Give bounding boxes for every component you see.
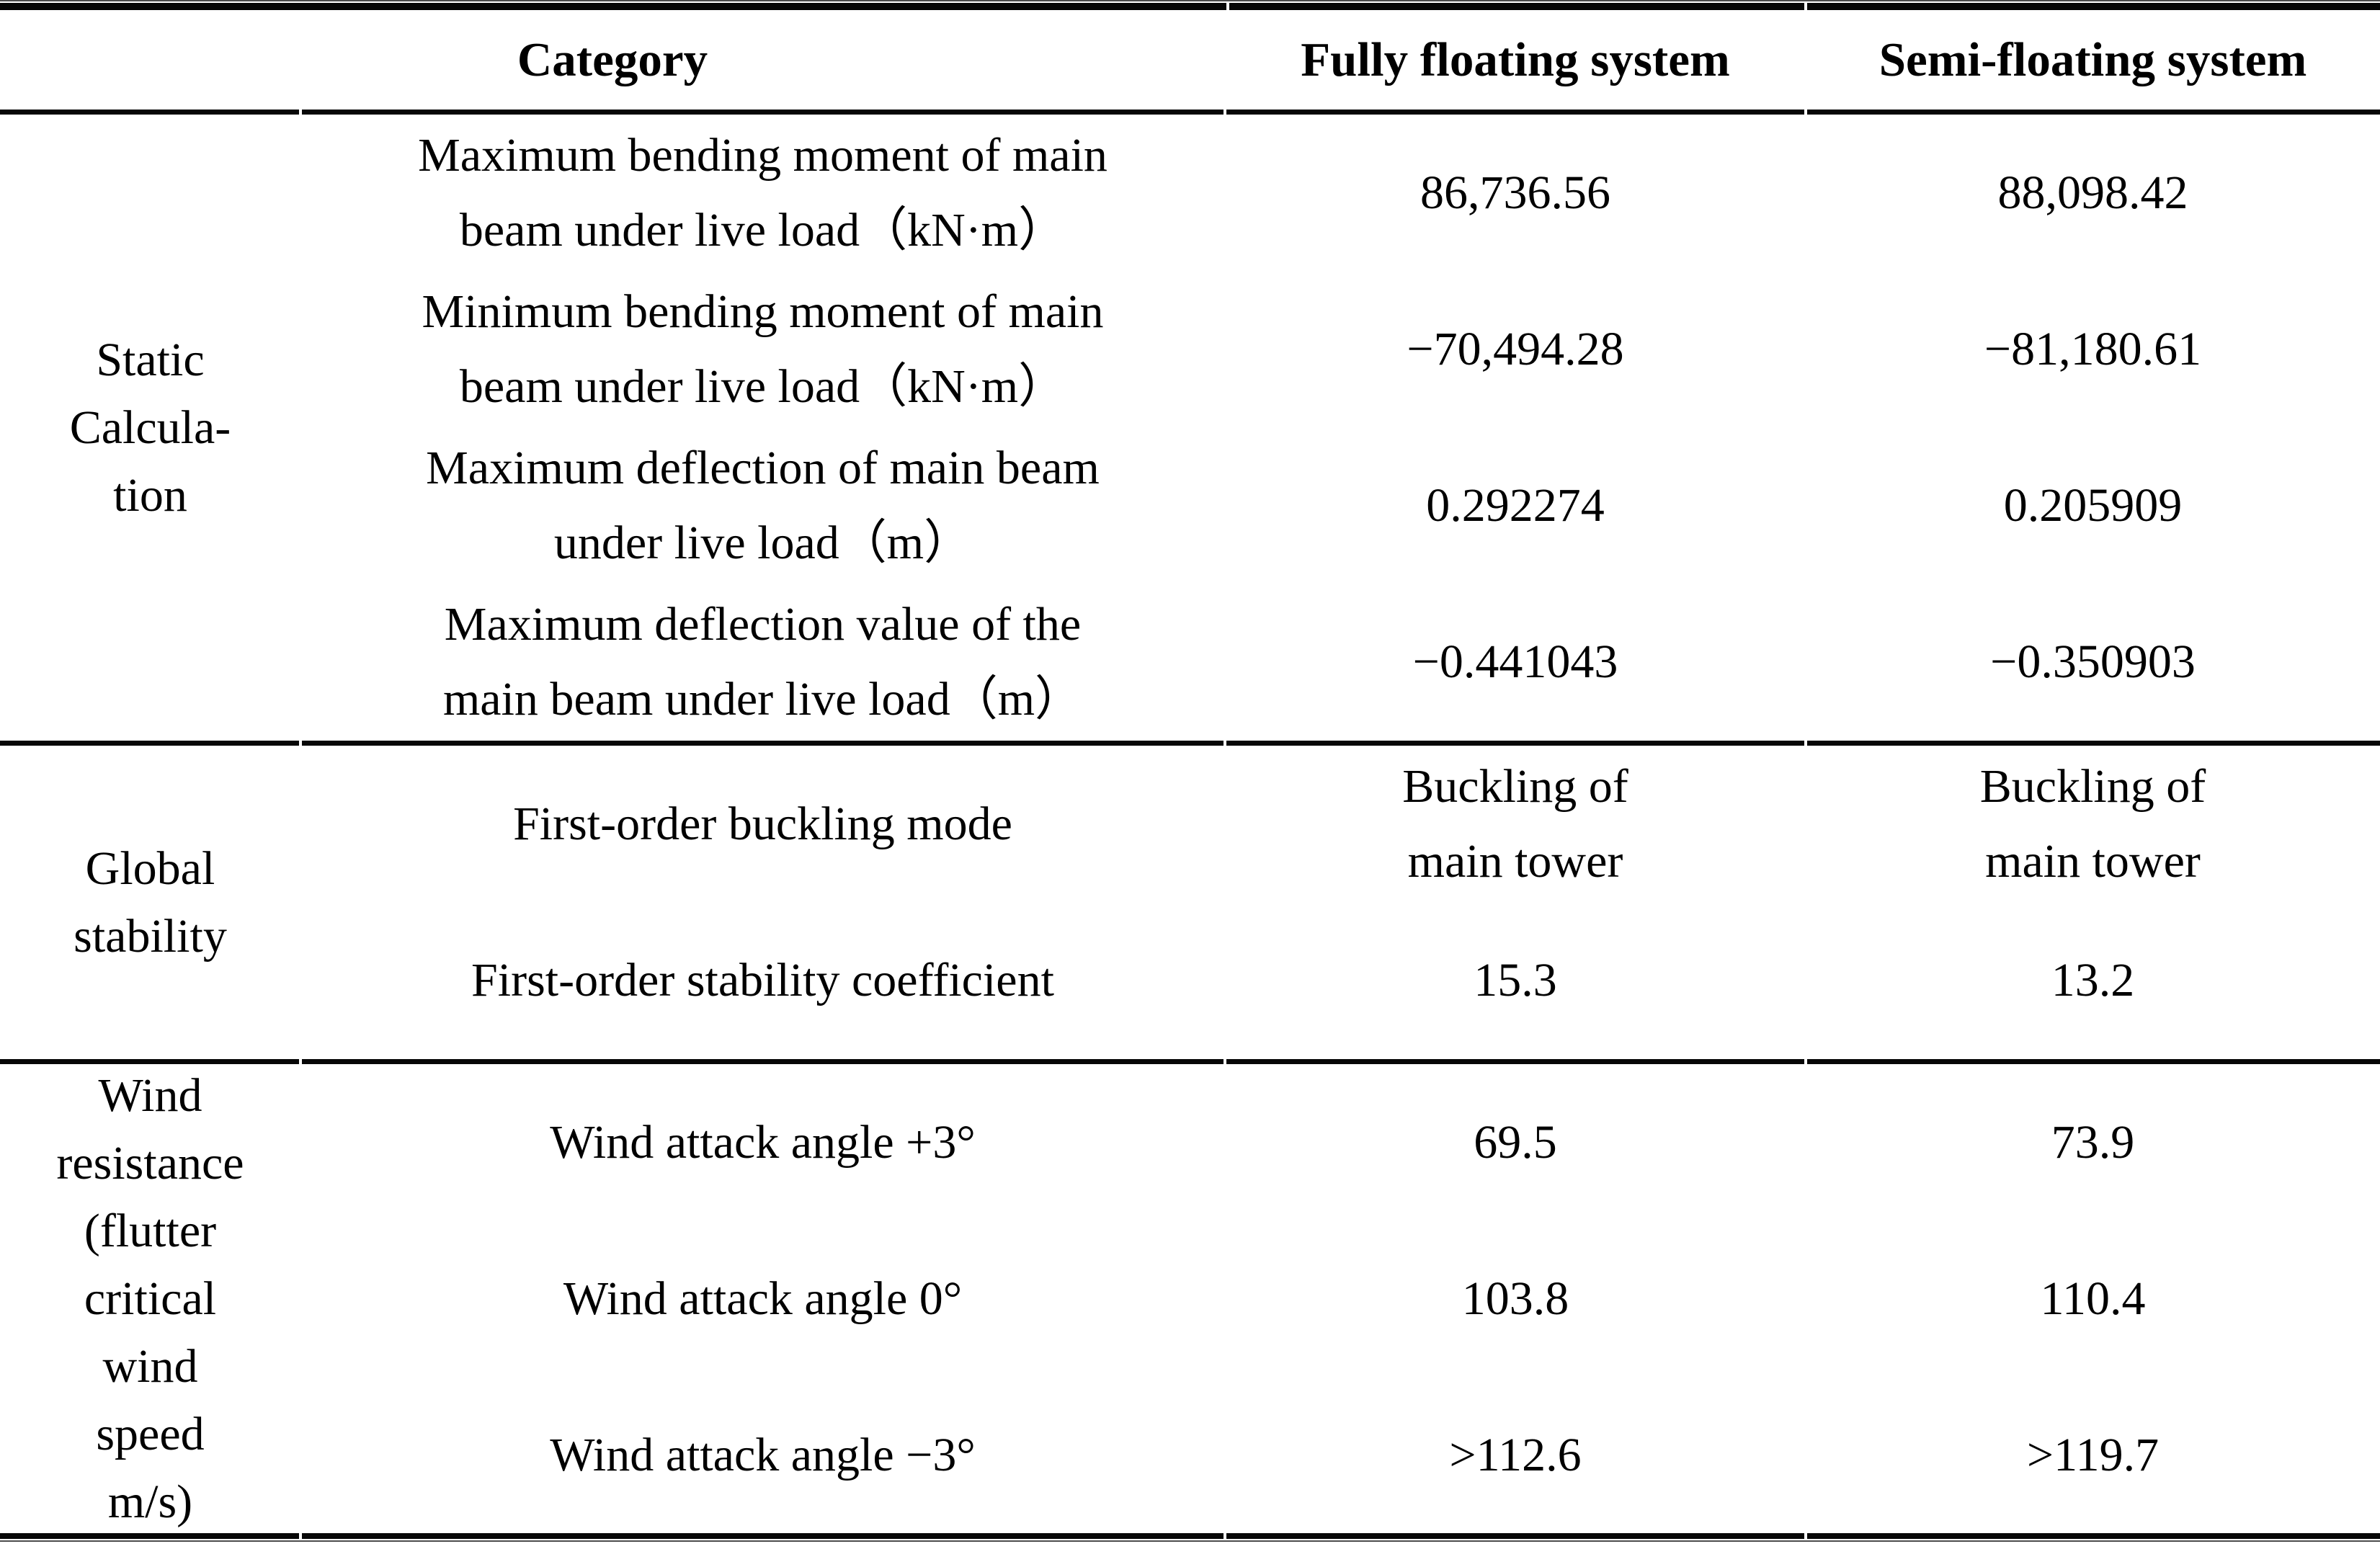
value-line: main tower bbox=[1985, 834, 2201, 888]
group-label-global-stability: Global stability bbox=[0, 746, 300, 1059]
value-text: >112.6 bbox=[1449, 1428, 1582, 1481]
value-text: 0.205909 bbox=[2003, 478, 2183, 532]
value-line: Buckling of bbox=[1402, 759, 1628, 813]
static-row-4-category: Maximum deflection value of the main bea… bbox=[300, 584, 1225, 741]
top-thin-line bbox=[0, 0, 2380, 1]
category-line: beam under live load（kN·m） bbox=[459, 360, 1066, 413]
header-semi-floating-cell: Semi-floating system bbox=[1806, 10, 2380, 110]
static-row-2-category: Minimum bending moment of main beam unde… bbox=[300, 271, 1225, 427]
global-row-1-category: First-order buckling mode bbox=[300, 746, 1225, 902]
category-line: Minimum bending moment of main bbox=[422, 285, 1104, 338]
category-line: under live load（m） bbox=[553, 516, 972, 569]
wind-row-3-fully-value: >112.6 bbox=[1225, 1377, 1806, 1533]
category-line: Maximum bending moment of main bbox=[418, 128, 1107, 182]
static-row-2-fully-value: −70,494.28 bbox=[1225, 271, 1806, 427]
group-label-line: wind bbox=[102, 1339, 198, 1393]
wind-row-3-category: Wind attack angle −3° bbox=[300, 1377, 1225, 1533]
wind-row-2-semi-value: 110.4 bbox=[1806, 1220, 2380, 1377]
top-thick-line bbox=[0, 3, 2380, 10]
value-text: >119.7 bbox=[2026, 1428, 2160, 1481]
category-line: Wind attack angle 0° bbox=[563, 1272, 963, 1325]
wind-row-1-semi-value: 73.9 bbox=[1806, 1064, 2380, 1220]
global-row-2-semi-value: 13.2 bbox=[1806, 902, 2380, 1059]
group-label-line: Static bbox=[96, 333, 205, 386]
static-row-1-category: Maximum bending moment of main beam unde… bbox=[300, 115, 1225, 271]
header-semi-floating-label: Semi-floating system bbox=[1878, 32, 2307, 86]
category-line: Wind attack angle +3° bbox=[550, 1115, 976, 1169]
value-text: −0.350903 bbox=[1990, 635, 2196, 688]
value-text: −0.441043 bbox=[1412, 635, 1618, 688]
header-category-cell: Category bbox=[0, 10, 1225, 110]
category-line: Wind attack angle −3° bbox=[550, 1428, 976, 1481]
value-text: 69.5 bbox=[1474, 1115, 1557, 1169]
category-line: First-order stability coefficient bbox=[471, 954, 1054, 1006]
static-row-4-semi-value: −0.350903 bbox=[1806, 584, 2380, 741]
group-label-line: stability bbox=[73, 909, 227, 963]
bottom-thin-line bbox=[0, 1540, 2380, 1542]
static-row-3-category: Maximum deflection of main beam under li… bbox=[300, 427, 1225, 584]
group-label-line: (flutter bbox=[84, 1204, 217, 1257]
category-line: Maximum deflection value of the bbox=[444, 598, 1082, 651]
group-label-line: tion bbox=[113, 468, 187, 522]
static-row-2-semi-value: −81,180.61 bbox=[1806, 271, 2380, 427]
category-line: beam under live load（kN·m） bbox=[459, 203, 1066, 256]
value-text: 0.292274 bbox=[1426, 478, 1605, 532]
static-row-3-semi-value: 0.205909 bbox=[1806, 427, 2380, 584]
value-text: 73.9 bbox=[2051, 1115, 2135, 1169]
wind-row-3-semi-value: >119.7 bbox=[1806, 1377, 2380, 1533]
group-label-line: Calcula- bbox=[69, 401, 231, 454]
group-label-static-calculation: Static Calcula- tion bbox=[0, 115, 300, 741]
wind-row-2-fully-value: 103.8 bbox=[1225, 1220, 1806, 1377]
group-label-line: critical bbox=[84, 1272, 217, 1325]
header-bottom-rule bbox=[0, 110, 2380, 115]
value-text: 110.4 bbox=[2040, 1272, 2146, 1325]
global-row-2-category: First-order stability coefficient bbox=[300, 902, 1225, 1059]
group-label-wind-resistance: Wind resistance (flutter critical wind s… bbox=[0, 1064, 300, 1533]
group-label-line: m/s) bbox=[107, 1475, 193, 1528]
header-fully-floating-cell: Fully floating system bbox=[1225, 10, 1806, 110]
header-fully-floating-label: Fully floating system bbox=[1301, 32, 1730, 86]
bottom-thick-line bbox=[0, 1533, 2380, 1539]
value-text: 88,098.42 bbox=[1997, 166, 2188, 219]
global-row-1-semi-value: Buckling of main tower bbox=[1806, 746, 2380, 902]
section-rule-1 bbox=[0, 741, 2380, 746]
value-text: 13.2 bbox=[2051, 954, 2135, 1006]
static-row-1-semi-value: 88,098.42 bbox=[1806, 115, 2380, 271]
group-label-line: Global bbox=[85, 842, 215, 895]
value-line: Buckling of bbox=[1979, 759, 2206, 813]
group-label-line: speed bbox=[96, 1407, 205, 1460]
wind-row-1-fully-value: 69.5 bbox=[1225, 1064, 1806, 1220]
value-text: 103.8 bbox=[1461, 1272, 1569, 1325]
value-text: −70,494.28 bbox=[1407, 322, 1624, 375]
category-line: main beam under live load（m） bbox=[442, 673, 1083, 726]
group-label-line: resistance bbox=[56, 1136, 244, 1189]
global-row-2-fully-value: 15.3 bbox=[1225, 902, 1806, 1059]
value-text: −81,180.61 bbox=[1984, 322, 2202, 375]
category-line: First-order buckling mode bbox=[513, 797, 1012, 850]
section-rule-2 bbox=[0, 1059, 2380, 1064]
table-bottom-rule bbox=[0, 1533, 2380, 1542]
wind-row-1-category: Wind attack angle +3° bbox=[300, 1064, 1225, 1220]
category-line: Maximum deflection of main beam bbox=[426, 441, 1100, 494]
static-row-1-fully-value: 86,736.56 bbox=[1225, 115, 1806, 271]
value-text: 15.3 bbox=[1474, 954, 1557, 1006]
group-label-line: Wind bbox=[98, 1068, 202, 1122]
wind-row-2-category: Wind attack angle 0° bbox=[300, 1220, 1225, 1377]
table-top-rule bbox=[0, 0, 2380, 10]
value-text: 86,736.56 bbox=[1420, 166, 1610, 219]
value-line: main tower bbox=[1407, 834, 1623, 888]
header-category-label: Category bbox=[517, 32, 708, 86]
static-row-4-fully-value: −0.441043 bbox=[1225, 584, 1806, 741]
static-row-3-fully-value: 0.292274 bbox=[1225, 427, 1806, 584]
global-row-1-fully-value: Buckling of main tower bbox=[1225, 746, 1806, 902]
